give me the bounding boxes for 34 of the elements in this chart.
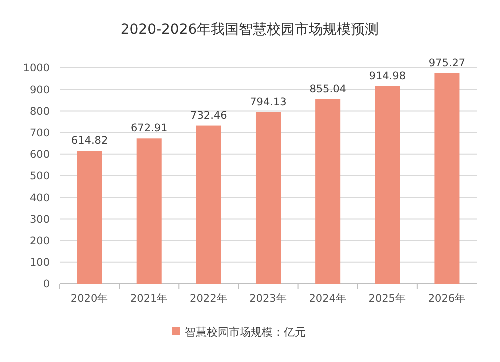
- data-label: 614.82: [71, 135, 108, 148]
- data-label: 794.13: [250, 96, 287, 108]
- chart-title: 2020-2026年我国智慧校园市场规模预测: [120, 22, 380, 38]
- y-tick-label: 400: [30, 192, 50, 204]
- bar: [136, 138, 162, 284]
- x-tick-label: 2020年: [70, 293, 109, 305]
- x-tick-label: 2026年: [428, 293, 466, 305]
- data-label: 914.98: [369, 70, 406, 82]
- bar: [77, 151, 102, 284]
- data-label: 975.27: [428, 57, 466, 70]
- y-tick-label: 600: [30, 149, 50, 162]
- legend-label: 智慧校园市场规模：亿元: [185, 326, 306, 339]
- x-tick-label: 2021年: [130, 293, 168, 305]
- data-label: 672.91: [130, 122, 168, 135]
- y-tick-label: 1000: [23, 62, 50, 75]
- bar: [196, 126, 222, 284]
- x-tick-label: 2025年: [368, 293, 407, 305]
- y-tick-label: 900: [30, 84, 50, 96]
- bar: [434, 73, 460, 284]
- y-tick-label: 100: [30, 257, 50, 270]
- y-tick-label: 300: [30, 214, 50, 226]
- y-tick-label: 0: [43, 278, 50, 291]
- bar: [375, 86, 400, 284]
- y-tick-label: 200: [30, 235, 50, 248]
- data-label: 732.46: [190, 110, 228, 122]
- x-tick-label: 2023年: [250, 293, 288, 305]
- y-tick-label: 700: [30, 127, 50, 140]
- x-tick-label: 2022年: [190, 293, 228, 305]
- bar: [316, 99, 341, 284]
- data-label: 855.04: [310, 83, 347, 96]
- y-tick-label: 500: [30, 170, 50, 183]
- bar: [256, 112, 282, 284]
- x-tick-label: 2024年: [309, 293, 347, 305]
- y-tick-label: 800: [30, 106, 50, 118]
